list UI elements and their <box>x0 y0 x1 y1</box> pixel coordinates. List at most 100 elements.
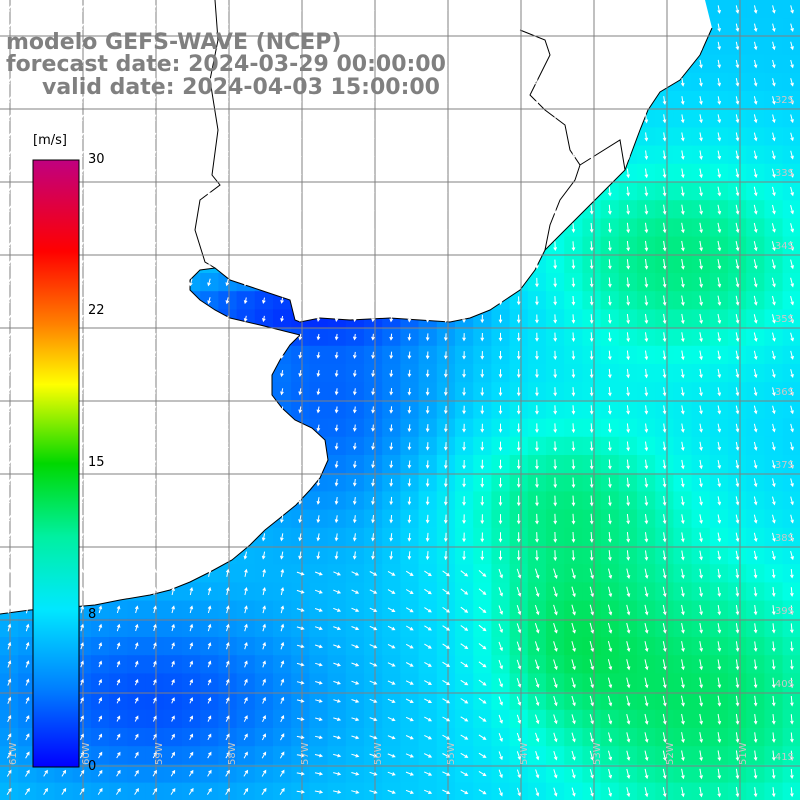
wind-arrow <box>25 132 30 141</box>
wind-arrow <box>571 150 576 160</box>
wind-arrow <box>717 150 722 160</box>
wind-arrow <box>425 496 430 506</box>
wind-arrow <box>152 715 157 722</box>
wind-arrow <box>79 151 84 160</box>
wind-arrow <box>626 41 630 51</box>
wind-arrow <box>280 623 285 632</box>
wind-arrow <box>225 678 230 686</box>
wind-arrow <box>571 132 576 142</box>
wind-arrow <box>407 514 412 524</box>
wind-arrow <box>680 150 685 160</box>
wind-arrow <box>571 568 576 580</box>
wind-arrow <box>334 5 339 14</box>
wind-arrow <box>352 78 357 87</box>
wind-arrow <box>314 608 323 612</box>
wind-arrow <box>626 495 631 507</box>
wind-arrow <box>626 695 631 707</box>
wind-arrow <box>207 478 211 487</box>
wind-arrow <box>553 568 558 580</box>
wind-arrow <box>589 314 594 324</box>
wind-arrow <box>279 769 285 777</box>
wind-arrow <box>371 205 375 215</box>
wind-arrow <box>735 59 740 69</box>
wind-arrow <box>298 223 302 233</box>
wind-arrow <box>460 789 469 795</box>
wind-arrow <box>480 296 485 306</box>
wind-arrow <box>735 732 740 743</box>
wind-arrow <box>790 168 794 178</box>
wind-arrow <box>116 296 120 305</box>
wind-arrow <box>188 114 193 123</box>
wind-arrow <box>134 715 139 722</box>
wind-arrow <box>371 114 375 124</box>
wind-arrow <box>442 570 451 577</box>
wind-arrow <box>498 459 503 470</box>
wind-arrow <box>535 441 539 452</box>
wind-arrow <box>134 223 139 233</box>
wind-arrow <box>389 406 394 414</box>
wind-arrow <box>134 369 139 378</box>
wind-arrow <box>189 405 193 414</box>
wind-arrow <box>243 424 248 432</box>
wind-arrow <box>735 532 740 543</box>
wind-arrow <box>243 132 248 142</box>
wind-arrow <box>189 642 194 650</box>
wind-arrow <box>753 132 758 142</box>
wind-arrow <box>97 769 103 777</box>
wind-arrow <box>717 350 722 361</box>
wind-arrow <box>207 751 212 759</box>
wind-arrow <box>61 114 66 123</box>
wind-arrow <box>589 59 594 69</box>
wind-arrow <box>316 497 321 505</box>
wind-arrow <box>298 114 302 124</box>
wind-arrow <box>79 314 84 323</box>
wind-arrow <box>25 41 30 50</box>
wind-arrow <box>480 550 485 561</box>
wind-arrow <box>753 387 758 397</box>
wind-arrow <box>443 132 448 142</box>
wind-arrow <box>134 78 139 87</box>
wind-arrow <box>188 169 193 178</box>
wind-arrow <box>735 313 740 324</box>
wind-arrow <box>389 478 394 487</box>
wind-arrow <box>626 604 631 616</box>
wind-arrow <box>134 169 139 178</box>
wind-arrow <box>97 551 102 560</box>
wind-arrow <box>589 714 594 725</box>
wind-arrow <box>25 641 30 650</box>
wind-arrow <box>97 533 102 542</box>
wind-arrow <box>6 96 12 105</box>
wind-arrow <box>735 204 740 215</box>
wind-arrow <box>462 96 466 105</box>
wind-arrow <box>333 753 342 758</box>
wind-arrow <box>735 295 740 306</box>
wind-arrow <box>170 496 175 505</box>
wind-arrow <box>626 132 630 142</box>
wind-arrow <box>644 477 649 488</box>
wind-arrow <box>498 787 503 797</box>
wind-arrow <box>97 23 102 32</box>
wind-arrow <box>334 260 339 269</box>
wind-arrow <box>43 769 48 777</box>
wind-arrow <box>79 787 85 795</box>
wind-arrow <box>644 240 649 252</box>
wind-arrow <box>207 351 211 360</box>
wind-arrow <box>79 460 84 469</box>
wind-arrow <box>387 771 396 776</box>
wind-arrow <box>6 114 12 123</box>
wind-arrow <box>152 478 157 487</box>
wind-arrow <box>425 150 430 160</box>
wind-arrow <box>333 680 341 685</box>
wind-arrow <box>6 296 12 305</box>
wind-arrow <box>753 59 758 69</box>
wind-arrow <box>389 150 394 160</box>
wind-arrow <box>316 260 321 269</box>
wind-arrow <box>225 187 229 196</box>
wind-arrow <box>298 533 302 542</box>
wind-arrow <box>662 677 667 689</box>
wind-arrow <box>425 59 430 69</box>
wind-arrow <box>298 78 302 87</box>
wind-arrow <box>681 477 685 488</box>
wind-arrow <box>352 59 357 69</box>
wind-arrow <box>6 387 12 396</box>
